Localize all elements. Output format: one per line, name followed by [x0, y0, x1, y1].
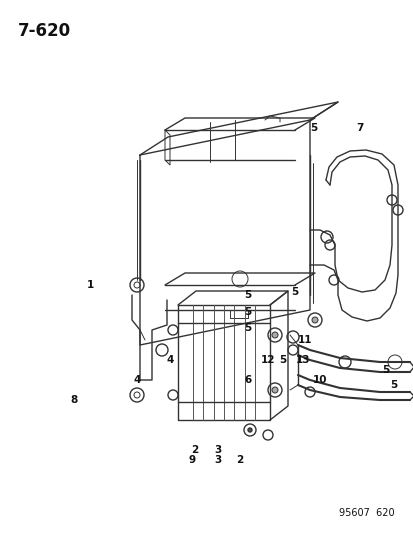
Circle shape — [271, 387, 277, 393]
Circle shape — [247, 428, 252, 432]
Text: 4: 4 — [133, 375, 140, 385]
Text: 5: 5 — [389, 380, 396, 390]
Text: 11: 11 — [297, 335, 311, 345]
Text: 5: 5 — [310, 123, 317, 133]
Text: 1: 1 — [86, 280, 93, 290]
Text: 2: 2 — [191, 445, 198, 455]
Circle shape — [271, 332, 277, 338]
Text: 7-620: 7-620 — [18, 22, 71, 40]
Text: 5: 5 — [279, 355, 286, 365]
Text: 5: 5 — [244, 290, 251, 300]
Text: 2: 2 — [236, 455, 243, 465]
Text: 5: 5 — [244, 323, 251, 333]
Text: 12: 12 — [260, 355, 275, 365]
Circle shape — [311, 317, 317, 323]
Text: 5: 5 — [244, 307, 251, 317]
Text: 3: 3 — [214, 455, 221, 465]
Text: 9: 9 — [188, 455, 195, 465]
Text: 13: 13 — [295, 355, 309, 365]
Text: 6: 6 — [244, 375, 251, 385]
Text: 10: 10 — [312, 375, 326, 385]
Text: 8: 8 — [70, 395, 78, 405]
Text: 7: 7 — [356, 123, 363, 133]
Text: 95607  620: 95607 620 — [339, 508, 394, 518]
Text: 5: 5 — [291, 287, 298, 297]
Text: 5: 5 — [382, 365, 389, 375]
Text: 4: 4 — [166, 355, 173, 365]
Text: 3: 3 — [214, 445, 221, 455]
